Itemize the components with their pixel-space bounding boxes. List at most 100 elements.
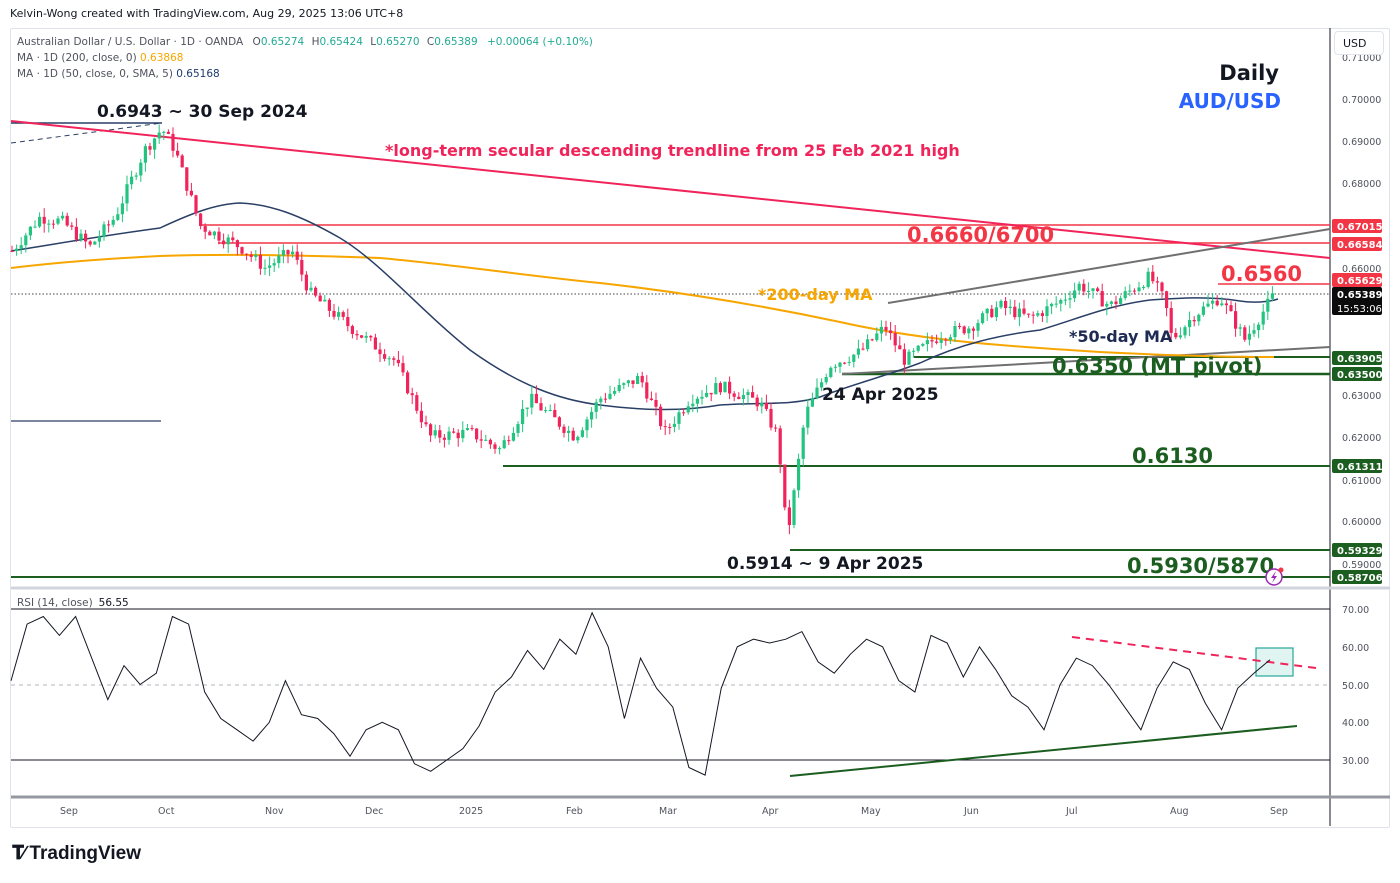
secular-descending-trendline[interactable] [10, 120, 1331, 259]
ma50-value: 0.65168 [176, 68, 220, 80]
time-tick: Nov [265, 806, 284, 817]
time-tick: Jun [963, 806, 979, 817]
svg-text:0.67015: 0.67015 [1337, 222, 1383, 233]
rsi-ascending-trendline[interactable] [789, 725, 1298, 777]
ma200-value: 0.63868 [140, 52, 184, 64]
tradingview-logo-icon: 𝐓∕ [12, 843, 25, 864]
ma50-label: MA · 1D (50, close, 0, SMA, 5) [17, 68, 173, 80]
price-tag-65629: 0.65629 [1332, 273, 1383, 287]
ma200-label: MA · 1D (200, close, 0) [17, 52, 137, 64]
rsi-tick: 30.00 [1342, 756, 1369, 767]
rsi-tick: 50.00 [1342, 681, 1369, 692]
rsi-tick: 70.00 [1342, 605, 1369, 616]
svg-text:0.63905: 0.63905 [1337, 354, 1383, 365]
rsi-tick: 60.00 [1342, 643, 1369, 654]
rsi-legend[interactable]: RSI (14, close) 56.55 [17, 597, 129, 609]
time-tick: 2025 [459, 806, 483, 817]
ma50-legend-row[interactable]: MA · 1D (50, close, 0, SMA, 5) 0.65168 [17, 66, 593, 82]
ma200-line[interactable] [10, 253, 1275, 358]
price-tick: 0.63000 [1342, 391, 1381, 402]
last-price-tag: 0.65389 15:53:06 [1332, 287, 1383, 315]
channel-upper-line[interactable] [887, 228, 1331, 304]
annotation-low-2025: 0.5914 ~ 9 Apr 2025 [727, 554, 923, 574]
currency-button[interactable]: USD [1334, 31, 1384, 55]
svg-text:0.63500: 0.63500 [1337, 370, 1383, 381]
time-tick: Oct [158, 806, 175, 817]
svg-text:0.65389: 0.65389 [1337, 290, 1383, 301]
annotation-apr24: 24 Apr 2025 [822, 385, 939, 405]
open-value: 0.65274 [260, 36, 305, 48]
annotation-support-zone: 0.5930/5870 [1127, 554, 1274, 578]
price-tag-61311: 0.61311 [1332, 459, 1383, 473]
rsi-value: 56.55 [98, 597, 129, 609]
annotation-ma200: *200-day MA [758, 285, 873, 304]
symbol-row[interactable]: Australian Dollar / U.S. Dollar · 1D · O… [17, 34, 593, 50]
close-value: 0.65389 [434, 36, 478, 48]
pair-title: AUD/USD [1179, 89, 1281, 113]
chart-credit: Kelvin-Wong created with TradingView.com… [10, 7, 404, 20]
price-tick: 0.71000 [1342, 53, 1381, 64]
chart-frame [10, 28, 1390, 828]
symbol-name: Australian Dollar / U.S. Dollar · 1D · O… [17, 36, 244, 48]
svg-text:0.65629: 0.65629 [1337, 276, 1383, 287]
alert-lightning-icon[interactable] [1265, 567, 1284, 586]
timeframe-title: Daily [1219, 61, 1279, 85]
time-tick: Sep [1270, 806, 1288, 817]
price-tick: 0.60000 [1342, 517, 1381, 528]
annotation-ma50: *50-day MA [1069, 327, 1173, 346]
annotation-support-0613: 0.6130 [1132, 444, 1213, 468]
ma200-legend-row[interactable]: MA · 1D (200, close, 0) 0.63868 [17, 50, 593, 66]
time-tick: Apr [762, 806, 779, 817]
annotation-secular-trendline: *long-term secular descending trendline … [385, 141, 960, 160]
time-tick: Sep [60, 806, 78, 817]
price-tick: 0.69000 [1342, 137, 1381, 148]
price-tick: 0.61000 [1342, 476, 1381, 487]
candlestick-series[interactable] [10, 124, 1274, 535]
low-label: L [370, 36, 377, 48]
price-tick: 0.70000 [1342, 95, 1381, 106]
tradingview-brand: TradingView [29, 843, 141, 864]
svg-text:0.61311: 0.61311 [1337, 462, 1383, 473]
high-value: 0.65424 [319, 36, 363, 48]
time-tick: May [861, 806, 881, 817]
svg-text:0.58706: 0.58706 [1337, 573, 1383, 584]
bar-countdown: 15:53:06 [1337, 304, 1382, 315]
channel-lower-line[interactable] [841, 346, 1331, 375]
svg-text:0.59329: 0.59329 [1337, 546, 1383, 557]
price-tick: 0.66000 [1342, 264, 1381, 275]
change-value: +0.00064 (+0.10%) [486, 36, 593, 48]
price-tick: 0.59000 [1342, 560, 1381, 571]
annotation-resistance-0656: 0.6560 [1221, 262, 1302, 286]
time-tick: Dec [365, 806, 383, 817]
annotation-high-2024: 0.6943 ~ 30 Sep 2024 [97, 102, 308, 122]
rsi-line[interactable] [10, 611, 1271, 776]
close-label: C [426, 36, 435, 48]
high-label: H [311, 36, 320, 48]
time-axis[interactable]: Sep Oct Nov Dec 2025 Feb Mar Apr May Jun… [60, 806, 1288, 817]
price-tag-63905: 0.63905 [1332, 351, 1383, 365]
price-tag-67015: 0.67015 [1332, 219, 1383, 233]
rsi-label: RSI (14, close) [17, 597, 93, 609]
svg-text:0.66584: 0.66584 [1337, 240, 1383, 251]
annotation-resistance-zone: 0.6660/6700 [907, 223, 1054, 247]
low-value: 0.65270 [376, 36, 420, 48]
price-tick: 0.68000 [1342, 179, 1381, 190]
price-axis[interactable]: 0.71000 0.70000 0.69000 0.68000 0.66000 … [1342, 53, 1381, 571]
rsi-tick: 40.00 [1342, 718, 1369, 729]
rsi-axis[interactable]: 70.00 60.00 50.00 40.00 30.00 [1342, 605, 1369, 767]
time-tick: Feb [566, 806, 583, 817]
open-label: O [252, 36, 261, 48]
tradingview-logo[interactable]: 𝐓∕ TradingView [12, 843, 141, 865]
price-tag-66584: 0.66584 [1332, 237, 1383, 251]
annotation-mt-pivot: 0.6350 (MT pivot) [1052, 354, 1262, 378]
high-2024-dashed-line[interactable] [10, 122, 163, 144]
rsi-highlight-box[interactable] [1255, 647, 1294, 677]
price-tag-58706: 0.58706 [1332, 570, 1383, 584]
price-tick: 0.62000 [1342, 433, 1381, 444]
price-tag-59329: 0.59329 [1332, 543, 1383, 557]
ma50-line[interactable] [10, 202, 1279, 411]
chart-legend: Australian Dollar / U.S. Dollar · 1D · O… [17, 34, 593, 82]
time-tick: Mar [659, 806, 677, 817]
time-tick: Aug [1170, 806, 1189, 817]
